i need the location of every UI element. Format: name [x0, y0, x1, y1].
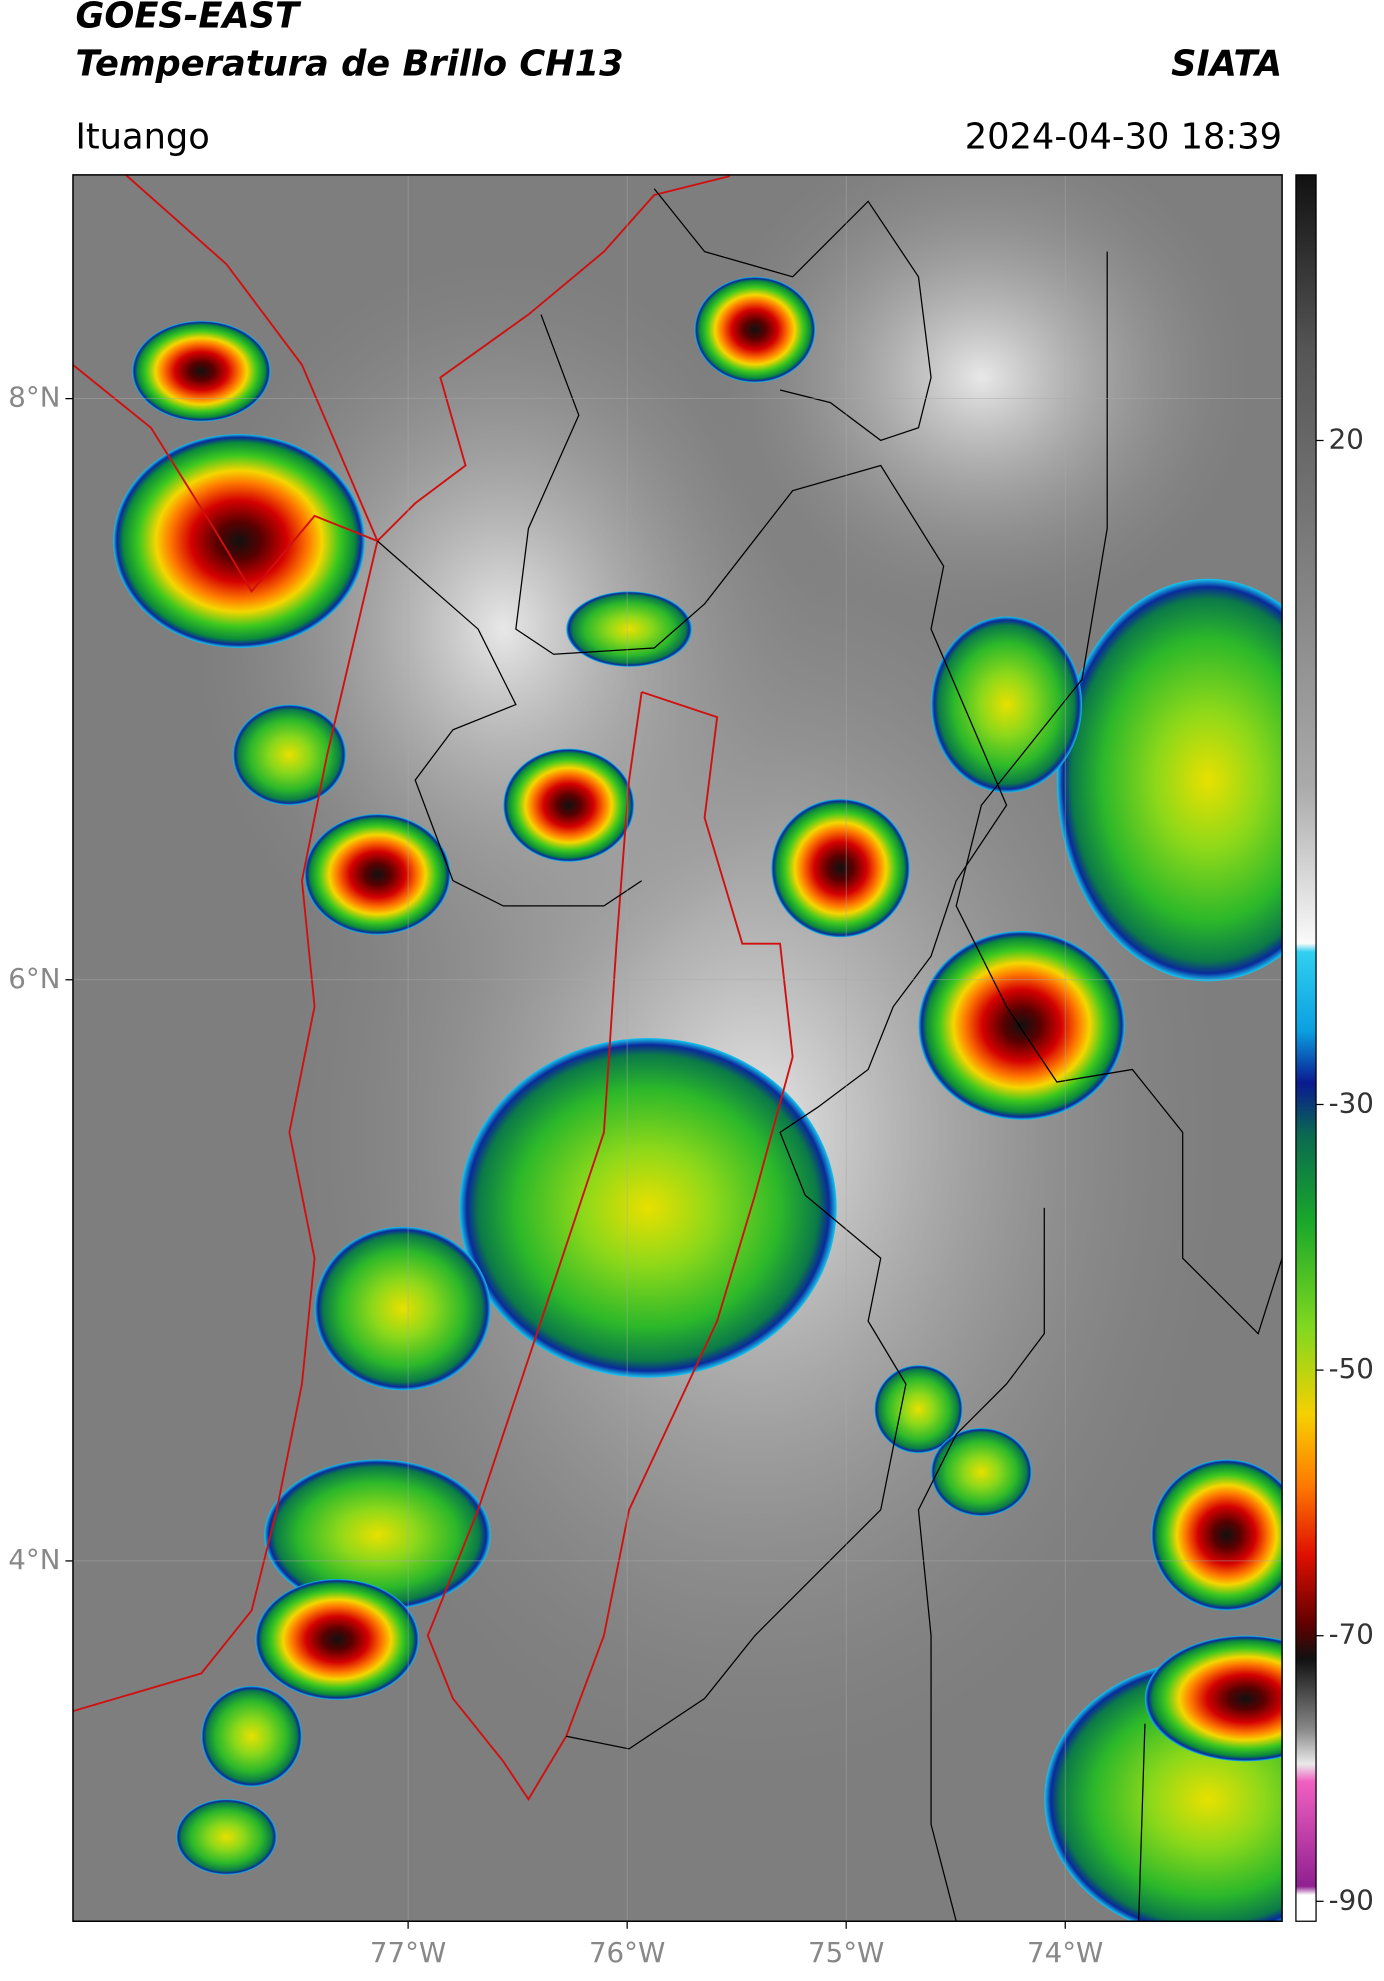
map-frame: [72, 174, 1283, 1922]
colorbar: [1295, 174, 1317, 1922]
graticule: [72, 174, 1283, 1922]
colorbar-tick-label: -70: [1329, 1618, 1374, 1651]
y-tick-label: 6°N: [8, 962, 60, 995]
location: Ituango: [75, 116, 209, 157]
timestamp: 2024-04-30 18:39: [965, 116, 1282, 157]
x-tick-label: 77°W: [370, 1936, 446, 1969]
colorbar-tick-label: 20: [1329, 422, 1364, 455]
colorbar-tick-label: -50: [1329, 1352, 1374, 1385]
x-tick-label: 76°W: [589, 1936, 665, 1969]
y-tick-label: 4°N: [8, 1543, 60, 1576]
title: GOES-EAST: [75, 0, 302, 37]
satellite-image: [72, 174, 1283, 1922]
x-tick-label: 74°W: [1027, 1936, 1103, 1969]
colorbar-ticks: 20 -30 -50 -70 -90: [1316, 422, 1374, 1916]
colorbar-tick-label: -90: [1329, 1883, 1374, 1916]
y-tick-label: 8°N: [8, 381, 60, 414]
x-tick-label: 75°W: [808, 1936, 884, 1969]
source: SIATA: [1171, 43, 1282, 84]
colorbar-tick-label: -30: [1329, 1087, 1374, 1120]
subtitle: Temperatura de Brillo CH13: [75, 43, 623, 84]
